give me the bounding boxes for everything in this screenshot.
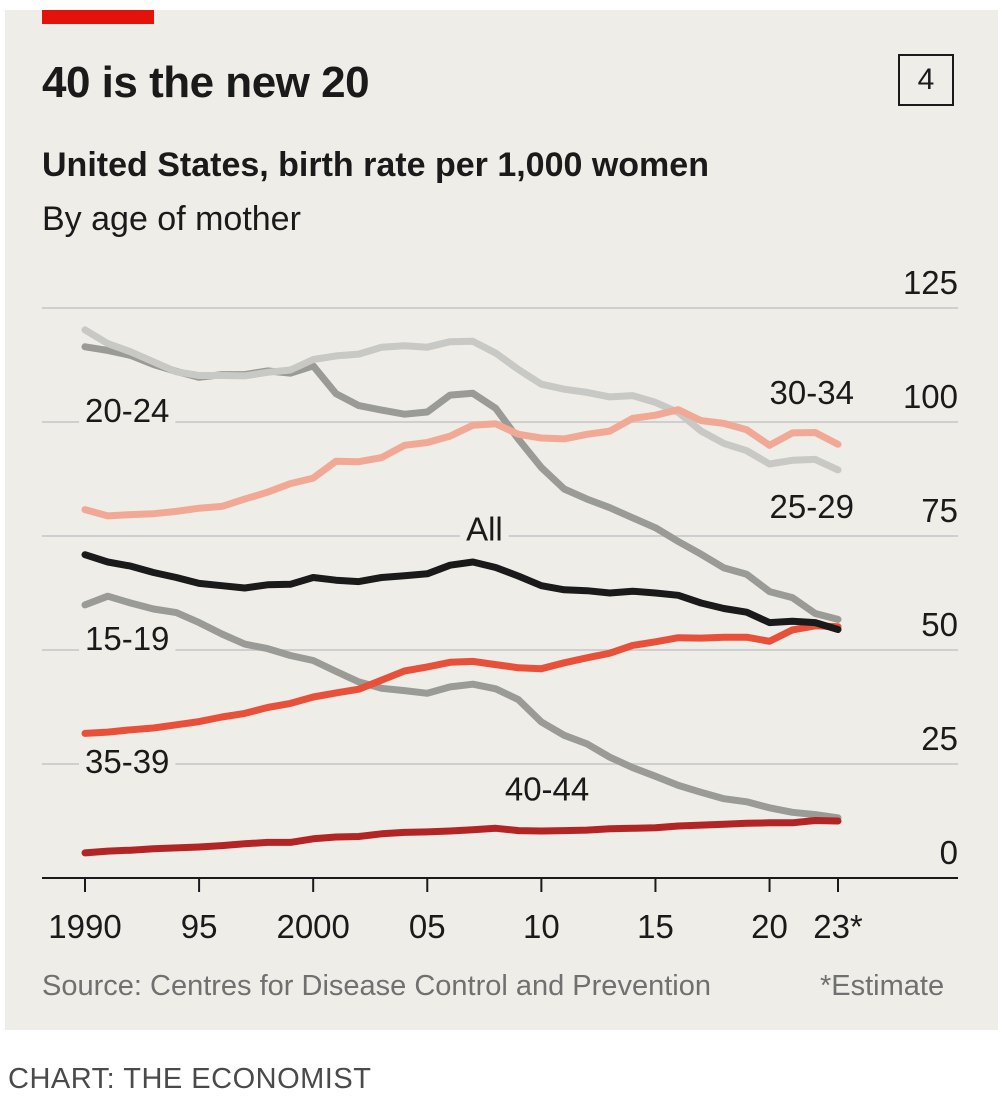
chart-credit: CHART: THE ECONOMIST — [8, 1063, 372, 1095]
series-label-35-39: 35-39 — [85, 743, 169, 780]
x-tick-label: 20 — [751, 908, 788, 945]
series-label-backing — [498, 770, 596, 808]
series-label-backing — [79, 743, 176, 781]
y-tick-label: 0 — [940, 834, 958, 871]
x-tick-label: 1990 — [48, 908, 121, 945]
x-axis: 1990 95 2000 05 10 15 20 23* — [42, 877, 958, 945]
series-line-25-29 — [81, 326, 842, 474]
series-label-backing — [79, 620, 176, 657]
series-label-all: All — [466, 511, 503, 548]
estimate-footnote: *Estimate — [820, 970, 945, 1002]
series-line-20-24 — [81, 343, 842, 623]
series-line-40-44 — [81, 817, 842, 857]
series-label-25-29: 25-29 — [770, 488, 854, 525]
x-tick-label: 05 — [409, 908, 446, 945]
x-tick-label: 15 — [637, 908, 674, 945]
x-tick-label: 10 — [523, 908, 560, 945]
x-tick-label: 23* — [813, 908, 863, 945]
series-label-backing — [460, 510, 509, 548]
y-tick-label: 75 — [921, 492, 958, 529]
x-tick-label: 95 — [181, 908, 218, 945]
x-tick-label: 2000 — [276, 908, 349, 945]
series-label-40-44: 40-44 — [505, 770, 589, 807]
series-lines — [81, 326, 842, 857]
brand-red-tag — [42, 10, 154, 24]
chart-subsubtitle: By age of mother — [42, 200, 301, 238]
chart-title: 40 is the new 20 — [42, 58, 370, 107]
y-tick-label: 125 — [903, 264, 958, 301]
series-label-15-19: 15-19 — [85, 620, 169, 657]
chart-subtitle: United States, birth rate per 1,000 wome… — [42, 146, 709, 184]
series-labels: 20-24 25-29 30-34 All 15-19 35-39 40-44 — [79, 373, 860, 808]
series-line-all — [81, 551, 842, 633]
y-tick-label: 25 — [921, 720, 958, 757]
series-label-30-34: 30-34 — [770, 374, 854, 411]
series-line-30-34 — [81, 406, 842, 520]
series-line-35-39 — [81, 622, 842, 737]
series-label-backing — [763, 373, 860, 411]
series-label-backing — [79, 392, 176, 429]
source-note: Source: Centres for Disease Control and … — [42, 970, 711, 1002]
series-label-20-24: 20-24 — [85, 392, 169, 429]
y-tick-label: 100 — [903, 378, 958, 415]
series-label-backing — [763, 487, 860, 525]
grid-layer: 0 25 50 75 100 125 — [42, 264, 958, 871]
y-tick-label: 50 — [921, 606, 958, 643]
series-line-15-19 — [81, 592, 842, 822]
chart-number-badge: 4 — [898, 54, 954, 106]
